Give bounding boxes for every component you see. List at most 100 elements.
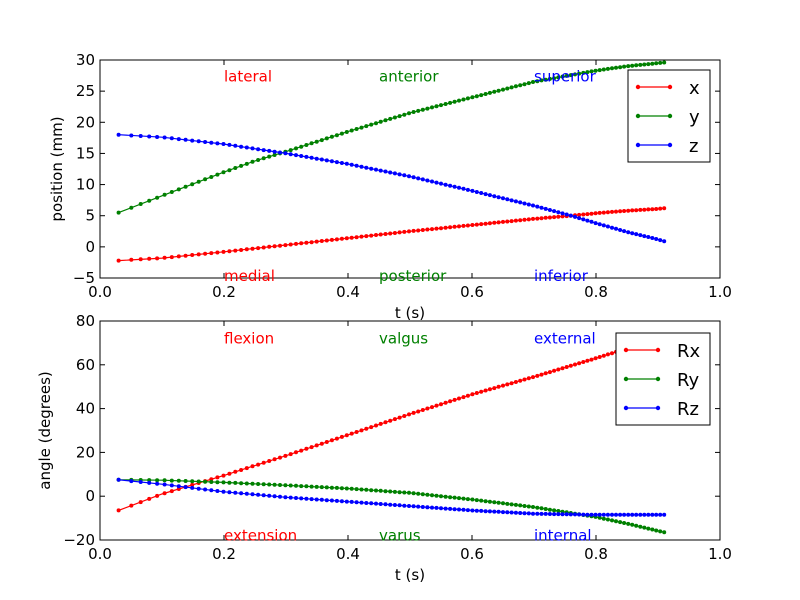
series-point-Ry [244, 481, 249, 486]
series-point-Rx [299, 448, 304, 453]
series-point-x [334, 237, 339, 242]
series-point-z [314, 156, 319, 161]
series-point-Rz [618, 512, 623, 517]
series-point-Rz [369, 501, 374, 506]
series-point-x [634, 208, 639, 213]
series-point-x [487, 221, 492, 226]
series-point-y [203, 177, 208, 182]
series-point-x [116, 258, 121, 263]
series-point-Ry [383, 489, 388, 494]
series-point-z [324, 158, 329, 163]
series-point-y [573, 72, 577, 77]
series-point-z [439, 181, 443, 186]
series-point-Rx [369, 425, 374, 430]
series-point-z [626, 230, 631, 235]
series-point-z [568, 213, 573, 218]
series-point-Ry [349, 486, 354, 491]
series-point-y [378, 119, 383, 124]
series-point-Rx [479, 389, 484, 394]
series-point-x [492, 220, 497, 225]
series-point-z [522, 201, 527, 206]
series-point-x [354, 235, 359, 240]
series-point-z [597, 222, 602, 227]
series-point-z [531, 203, 535, 208]
series-point-Rz [461, 507, 466, 512]
series-point-Rz [531, 511, 535, 516]
series-point-x [501, 219, 505, 224]
series-point-x [309, 240, 314, 245]
annotation-label: medial [224, 267, 275, 285]
legend-label-Rz: Rz [677, 399, 699, 420]
legend-marker [667, 142, 673, 148]
series-point-Rx [589, 357, 594, 362]
series-point-z [556, 210, 561, 215]
series-point-y [654, 61, 659, 66]
series-point-y [601, 67, 606, 72]
series-point-Rx [543, 371, 548, 376]
series-point-Ry [411, 491, 416, 496]
series-point-Rx [425, 406, 430, 411]
series-point-Rz [388, 502, 393, 507]
series-point-Ry [209, 480, 214, 484]
series-point-Rz [448, 506, 453, 511]
series-point-Rx [374, 423, 378, 428]
series-point-x [283, 243, 288, 248]
series-point-Rz [294, 496, 298, 500]
series-point-y [610, 66, 614, 71]
series-point-Rz [505, 510, 510, 515]
series-point-x [397, 230, 402, 235]
series-point-y [416, 108, 421, 113]
series-point-x [610, 209, 614, 214]
series-point-y [448, 100, 453, 105]
series-point-x [658, 206, 663, 211]
series-point-Rz [402, 503, 407, 508]
x-axis-label: t (s) [395, 304, 425, 322]
series-point-Ry [470, 497, 475, 502]
series-point-x [256, 246, 261, 251]
series-point-z [411, 175, 416, 180]
series-point-Rx [250, 464, 255, 469]
series-point-Ry [378, 488, 383, 493]
chart-panel-1: 0.0 0.2 0.4 0.6 0.8 1.0 −5 0 5 10 15 20 25 30 t (s) pos… [48, 51, 732, 322]
series-point-Rz [642, 512, 647, 517]
series-point-z [155, 135, 160, 139]
series-point-Rx [492, 386, 497, 391]
series-point-z [654, 237, 659, 241]
series-point-y [522, 82, 527, 87]
y-tick-label: 10 [76, 176, 95, 194]
series-point-x [526, 217, 531, 222]
series-point-Ry [304, 484, 309, 489]
series-point-Ry [614, 519, 618, 524]
y-tick-label: 20 [76, 113, 95, 131]
series-point-z [479, 191, 484, 195]
series-point-y [267, 154, 272, 159]
series-point-Ry [196, 479, 201, 484]
legend-label-y: y [689, 107, 700, 128]
legend-label-z: z [689, 136, 698, 157]
series-point-Ry [407, 490, 411, 495]
x-tick-label: 0.4 [336, 283, 360, 301]
series-point-Ry [155, 478, 160, 483]
annotation-label: posterior [379, 267, 447, 285]
series-point-Rx [233, 469, 238, 474]
series-point-y [650, 61, 655, 66]
legend-marker [635, 84, 641, 90]
series-point-Rz [654, 512, 659, 517]
series-point-Rz [610, 512, 614, 517]
series-point-Rx [461, 395, 466, 400]
series-point-x [261, 245, 266, 250]
legend: Rx Ry Rz [615, 332, 711, 426]
series-point-x [618, 209, 623, 214]
series-point-Rz [339, 499, 344, 504]
series-point-Rx [483, 388, 488, 393]
series-point-Rz [487, 509, 492, 514]
series-point-y [658, 60, 663, 65]
series-point-x [539, 216, 544, 221]
series-point-y [288, 148, 293, 153]
series-point-Ry [250, 481, 255, 486]
series-point-Rz [116, 477, 121, 482]
series-point-Ry [439, 494, 443, 499]
series-point-Rx [585, 358, 590, 363]
legend-marker [667, 84, 673, 90]
series-point-Ry [388, 489, 393, 494]
